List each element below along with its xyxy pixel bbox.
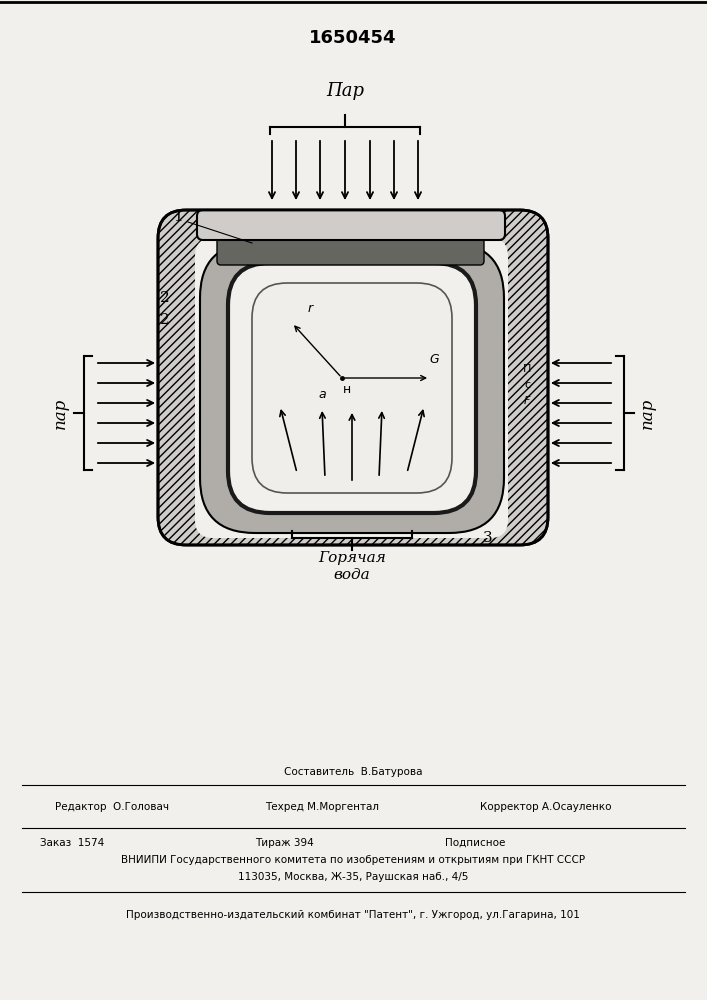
Text: П: П [522, 364, 531, 374]
Text: Пар: Пар [326, 82, 364, 100]
Text: Составитель  В.Батурова: Составитель В.Батурова [284, 767, 422, 777]
Text: Корректор А.Осауленко: Корректор А.Осауленко [480, 802, 612, 812]
Text: 1650454: 1650454 [309, 29, 397, 47]
Text: Горячая: Горячая [318, 551, 386, 565]
Text: Редактор  О.Головач: Редактор О.Головач [55, 802, 169, 812]
Text: Тираж 394: Тираж 394 [255, 838, 314, 848]
Text: G: G [429, 353, 439, 366]
Text: 2: 2 [160, 291, 170, 305]
FancyBboxPatch shape [200, 243, 504, 533]
Text: н: н [343, 383, 351, 396]
Text: r: r [308, 302, 312, 315]
Text: ВНИИПИ Государственного комитета по изобретениям и открытиям при ГКНТ СССР: ВНИИПИ Государственного комитета по изоб… [121, 855, 585, 865]
Text: 1: 1 [173, 210, 183, 224]
FancyBboxPatch shape [195, 238, 508, 538]
Text: пар: пар [638, 397, 655, 429]
Text: F: F [524, 396, 530, 406]
Text: Производственно-издательский комбинат "Патент", г. Ужгород, ул.Гагарина, 101: Производственно-издательский комбинат "П… [126, 910, 580, 920]
Text: Подписное: Подписное [445, 838, 506, 848]
FancyBboxPatch shape [217, 238, 484, 265]
Text: а: а [318, 388, 326, 401]
Text: Техред М.Моргентал: Техред М.Моргентал [265, 802, 379, 812]
FancyBboxPatch shape [158, 210, 548, 545]
FancyBboxPatch shape [228, 263, 476, 513]
Text: вода: вода [334, 568, 370, 582]
Text: 2: 2 [160, 313, 170, 327]
Text: 3: 3 [483, 531, 493, 545]
Text: с: с [524, 380, 530, 390]
Text: 113035, Москва, Ж-35, Раушская наб., 4/5: 113035, Москва, Ж-35, Раушская наб., 4/5 [238, 872, 468, 882]
Text: Заказ  1574: Заказ 1574 [40, 838, 104, 848]
FancyBboxPatch shape [252, 283, 452, 493]
FancyBboxPatch shape [197, 210, 505, 240]
Text: пар: пар [52, 397, 69, 429]
